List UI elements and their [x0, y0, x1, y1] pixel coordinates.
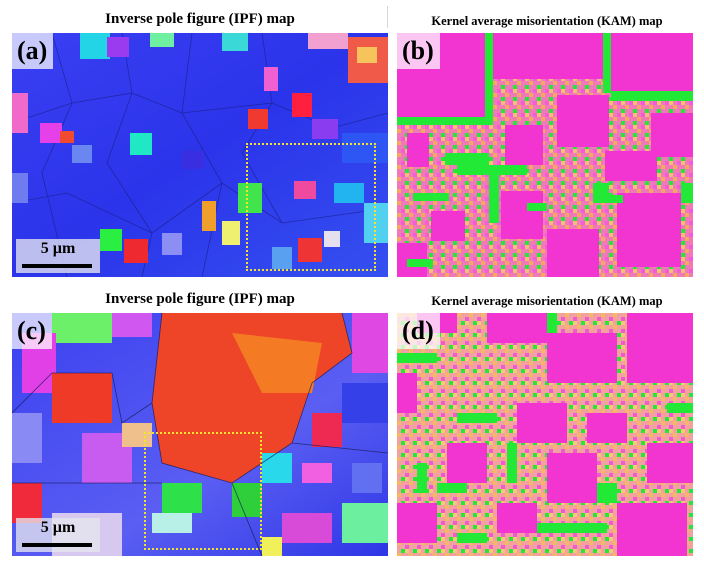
panel-c-label: (c): [12, 313, 52, 349]
ipf-map-a-image: [12, 33, 388, 277]
panel-d-label: (d): [397, 313, 440, 349]
scale-bar-c: 5 µm: [16, 518, 100, 552]
highlight-box-a: [246, 143, 376, 271]
panel-c-title: Inverse pole figure (IPF) map: [105, 291, 295, 307]
panel-b-title: Kernel average misorientation (KAM) map: [431, 14, 663, 28]
title-divider: [387, 6, 388, 28]
scale-bar-a: 5 µm: [16, 239, 100, 273]
scale-bar-c-line: [22, 543, 92, 547]
ipf-map-c-image: [12, 313, 388, 556]
kam-map-b: (b): [397, 33, 693, 277]
panel-a-title: Inverse pole figure (IPF) map: [105, 11, 295, 27]
kam-map-b-image: [397, 33, 693, 277]
ipf-map-c: (c) 5 µm: [12, 313, 388, 556]
scale-bar-a-text: 5 µm: [40, 240, 76, 257]
panel-d-title: Kernel average misorientation (KAM) map: [431, 294, 663, 308]
scale-bar-a-line: [22, 264, 92, 268]
kam-map-d-image: [397, 313, 693, 556]
ipf-map-a: (a) 5 µm: [12, 33, 388, 277]
scale-bar-c-text: 5 µm: [40, 519, 76, 536]
panel-b-label: (b): [397, 33, 440, 69]
highlight-box-c: [144, 432, 262, 550]
panel-a-label: (a): [12, 33, 54, 69]
kam-map-d: (d): [397, 313, 693, 556]
